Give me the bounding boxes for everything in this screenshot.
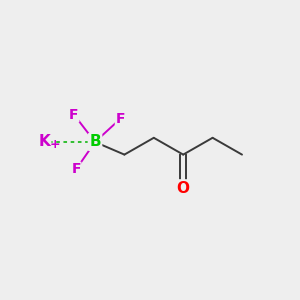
Text: F: F — [116, 112, 125, 126]
Text: B: B — [89, 134, 101, 149]
Text: K: K — [39, 134, 51, 149]
Text: +: + — [50, 139, 60, 152]
Text: F: F — [69, 108, 79, 122]
Text: O: O — [177, 181, 190, 196]
Text: F: F — [71, 162, 81, 176]
